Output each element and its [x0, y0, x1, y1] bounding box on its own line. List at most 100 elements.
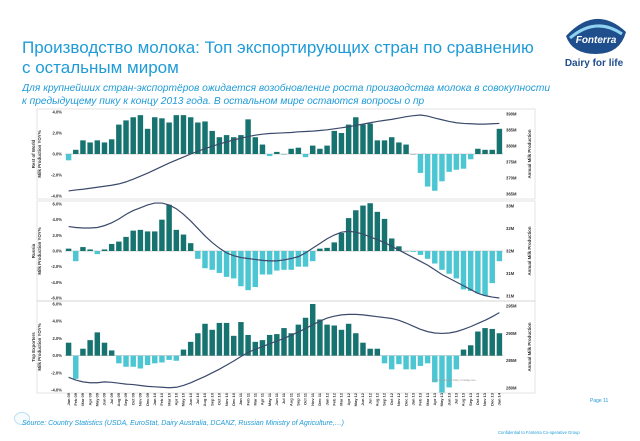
bar [202, 251, 208, 269]
y-axis-label: Milk Production YOY% [37, 227, 42, 274]
comment-bubble-icon[interactable] [14, 412, 30, 425]
bar [252, 137, 259, 154]
bar [295, 147, 302, 154]
bar [360, 124, 366, 154]
bar [266, 154, 273, 157]
x-tick-label: May 13 [439, 392, 444, 406]
bar [388, 238, 395, 251]
bar [87, 142, 93, 154]
bar [87, 249, 93, 251]
bar [173, 355, 180, 361]
bar [453, 154, 460, 170]
x-tick-label: Nov 13 [482, 392, 487, 406]
bar [202, 121, 208, 154]
panel-top-exporters: 6.0% 4.0% 2.0% 0.0% -2.0% -4.0% 295M 290M 285M 28… [31, 300, 536, 394]
x-tick-label: Mar 09 [80, 392, 85, 405]
bar [460, 154, 467, 169]
y2-tick-label: 280M [506, 386, 517, 391]
bar [324, 324, 330, 356]
x-tick-label: Jun 09 [102, 392, 107, 405]
bar [87, 340, 93, 356]
y2-tick-label: 32M [506, 226, 515, 231]
x-tick-label: Mar 12 [339, 392, 344, 405]
bar [439, 251, 445, 270]
bar [331, 325, 337, 356]
bar [216, 251, 223, 273]
y-tick-label: 6.0% [52, 202, 62, 207]
x-tick-label: Jun 10 [188, 392, 193, 405]
bar [432, 251, 438, 264]
y-tick-label: 4.0% [52, 110, 62, 115]
y-axis-label: Rest of World [31, 139, 36, 168]
x-tick-label: Sep 09 [123, 392, 128, 406]
bar [166, 204, 172, 251]
x-tick-label: Apr 09 [87, 392, 92, 405]
bar [482, 149, 488, 154]
source-note: Source: Country Statistics (USDA, EuroSt… [22, 420, 344, 427]
bar [367, 203, 373, 251]
bar [338, 133, 345, 154]
bar [259, 251, 266, 275]
logo-word: Fonterra [576, 35, 617, 46]
bar [101, 142, 108, 154]
x-tick-label: May 11 [267, 392, 272, 406]
bar [446, 154, 452, 172]
bar [309, 145, 316, 154]
bar [130, 117, 136, 154]
bar [187, 243, 194, 251]
bar [152, 231, 158, 251]
bar [94, 140, 101, 154]
bar [496, 128, 503, 154]
x-tick-label: Aug 09 [116, 392, 121, 406]
bar [475, 148, 481, 154]
y-axis-label: Milk Production YOY% [37, 130, 42, 177]
y2-axis-label: Annual Milk Production [527, 226, 532, 275]
bar [396, 142, 402, 154]
bar [482, 251, 488, 296]
bar [345, 218, 352, 251]
fonterra-logo: Fonterra [566, 18, 626, 54]
bar [281, 328, 287, 356]
bar [381, 218, 388, 251]
bar [94, 251, 101, 255]
x-tick-label: Nov 12 [396, 392, 401, 406]
y-tick-label: -2.0% [51, 173, 62, 178]
y2-tick-label: 295M [506, 304, 517, 309]
bar [345, 124, 352, 154]
bar [166, 122, 172, 154]
x-tick-label: Aug 12 [375, 392, 380, 406]
bar [396, 246, 402, 251]
bar [180, 349, 187, 356]
page-number: Page 11 [590, 398, 609, 404]
x-tick-label: May 09 [95, 392, 100, 406]
bar [130, 355, 136, 367]
x-tick-label: Feb 13 [418, 392, 423, 405]
bar [116, 241, 122, 251]
x-tick-label: Dec 12 [403, 392, 408, 406]
y-tick-label: -4.0% [51, 194, 62, 199]
x-tick-label: Dec 13 [489, 392, 494, 406]
page-title: Производство молока: Топ экспортирующих … [22, 38, 534, 77]
y2-tick-label: 365M [506, 192, 517, 197]
logo-highlight [569, 24, 623, 40]
y-tick-label: 2.0% [52, 233, 62, 238]
bar [238, 251, 244, 287]
x-tick-label: May 12 [353, 392, 358, 406]
bar [367, 123, 373, 154]
bar [101, 342, 108, 356]
bar [482, 328, 488, 356]
confidential-note: Confidential to Fonterra Co-operative Gr… [498, 430, 580, 435]
bar [453, 355, 460, 370]
bar [245, 251, 251, 291]
bar [353, 117, 359, 154]
bar [137, 115, 144, 154]
y-tick-label: 0.0% [52, 249, 62, 254]
y-axis-label: Russia [31, 243, 36, 258]
bar [116, 124, 122, 154]
bar [94, 332, 101, 356]
bar [417, 154, 424, 173]
bar [324, 145, 330, 154]
y-axis-label: Milk Production YOY% [37, 323, 42, 370]
bar [187, 341, 194, 356]
